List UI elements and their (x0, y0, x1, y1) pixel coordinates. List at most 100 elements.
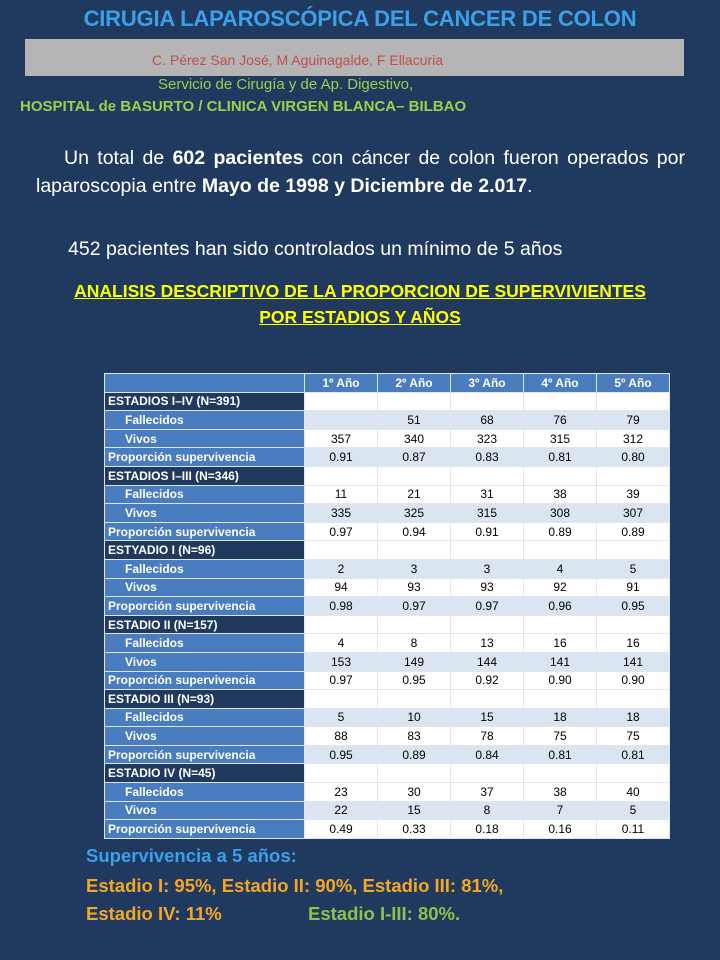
value-cell: 88 (304, 726, 378, 746)
value-cell: 0.18 (450, 819, 524, 839)
value-cell: 38 (523, 484, 597, 505)
group-empty-cell (377, 689, 451, 709)
value-cell: 0.49 (304, 819, 378, 839)
value-cell: 0.96 (523, 596, 597, 616)
value-cell: 0.97 (304, 521, 378, 542)
group-empty-cell (377, 763, 451, 784)
value-cell: 11 (304, 484, 378, 505)
row-label-cell: Proporción supervivencia (104, 447, 305, 467)
row-label-cell: Fallecidos (104, 707, 305, 728)
intro-text-3: . (527, 175, 533, 197)
fallecidos-row: Fallecidos 51 68 76 79 (104, 410, 670, 430)
vivos-row: Vivos 22 15 8 7 5 (104, 800, 670, 821)
table-group-row: ESTADIOS I–IV (N=391) (104, 391, 670, 412)
value-cell: 8 (377, 633, 451, 653)
value-cell: 92 (523, 577, 597, 598)
proporcion-row: Proporción supervivencia 0.49 0.33 0.18 0.16… (104, 819, 670, 839)
header-cell: 4º Año (523, 373, 597, 393)
fallecidos-row: Fallecidos 2 3 3 4 5 (104, 558, 670, 579)
row-label-cell: Fallecidos (104, 558, 305, 579)
group-empty-cell (596, 689, 670, 709)
value-cell: 10 (377, 707, 451, 728)
group-empty-cell (377, 465, 451, 486)
group-empty-cell (377, 391, 451, 412)
vivos-row: Vivos 153 149 144 141 141 (104, 651, 670, 672)
value-cell: 7 (523, 800, 597, 821)
value-cell: 0.97 (450, 596, 524, 616)
value-cell: 21 (377, 484, 451, 505)
fallecidos-row: Fallecidos 23 30 37 38 40 (104, 782, 670, 802)
row-label-cell: Fallecidos (104, 484, 305, 505)
value-cell: 8 (450, 800, 524, 821)
value-cell: 0.95 (596, 596, 670, 616)
value-cell: 335 (304, 503, 378, 523)
group-title-cell: ESTADIO II (N=157) (104, 614, 305, 635)
group-empty-cell (304, 614, 378, 635)
value-cell: 0.89 (596, 521, 670, 542)
table-group-row: ESTADIOS I–III (N=346) (104, 465, 670, 486)
value-cell: 0.33 (377, 819, 451, 839)
row-label-cell: Fallecidos (104, 782, 305, 802)
value-cell: 93 (450, 577, 524, 598)
analysis-heading-line-2: POR ESTADIOS Y AÑOS (259, 307, 461, 327)
group-empty-cell (304, 763, 378, 784)
group-title-cell: ESTADIO III (N=93) (104, 689, 305, 709)
value-cell: 18 (596, 707, 670, 728)
intro-date-range: Mayo de 1998 y Diciembre de 2.017 (201, 175, 528, 197)
value-cell: 40 (596, 782, 670, 802)
value-cell: 4 (523, 558, 597, 579)
group-title-cell: ESTADIOS I–III (N=346) (104, 465, 305, 486)
proporcion-row: Proporción supervivencia 0.97 0.95 0.92 0.90… (104, 670, 670, 691)
group-empty-cell (304, 689, 378, 709)
value-cell: 149 (377, 651, 451, 672)
value-cell: 0.81 (523, 447, 597, 467)
summary-stage-i-iii: Estadio I-III: 80%. (308, 903, 461, 924)
value-cell: 68 (450, 410, 524, 430)
value-cell: 15 (377, 800, 451, 821)
value-cell: 18 (523, 707, 597, 728)
group-empty-cell (450, 391, 524, 412)
summary-line-2: Estadio I: 95%, Estadio II: 90%, Estadio… (86, 875, 504, 896)
value-cell: 315 (523, 428, 597, 449)
value-cell: 323 (450, 428, 524, 449)
row-label-cell: Proporción supervivencia (104, 670, 305, 691)
controlled-patients: 452 pacientes han sido controlados un mí… (68, 238, 563, 260)
hospital: HOSPITAL de BASURTO / CLINICA VIRGEN BLA… (20, 98, 467, 115)
row-label-cell: Proporción supervivencia (104, 596, 305, 616)
value-cell: 0.81 (523, 744, 597, 765)
value-cell: 0.90 (596, 670, 670, 691)
value-cell: 0.91 (450, 521, 524, 542)
value-cell: 31 (450, 484, 524, 505)
group-empty-cell (523, 689, 597, 709)
group-empty-cell (523, 614, 597, 635)
intro-patient-count: 602 pacientes (172, 147, 304, 169)
value-cell: 307 (596, 503, 670, 523)
authors: C. Pérez San José, M Aguinagalde, F Ella… (152, 52, 444, 68)
value-cell: 325 (377, 503, 451, 523)
value-cell: 37 (450, 782, 524, 802)
group-empty-cell (596, 540, 670, 560)
value-cell: 51 (377, 410, 451, 430)
vivos-row: Vivos 357 340 323 315 312 (104, 428, 670, 449)
group-empty-cell (450, 540, 524, 560)
value-cell: 79 (596, 410, 670, 430)
value-cell: 16 (523, 633, 597, 653)
group-empty-cell (596, 465, 670, 486)
value-cell: 312 (596, 428, 670, 449)
group-empty-cell (377, 614, 451, 635)
proporcion-row: Proporción supervivencia 0.97 0.94 0.91 0.89… (104, 521, 670, 542)
value-cell: 357 (304, 428, 378, 449)
group-empty-cell (596, 614, 670, 635)
value-cell: 0.81 (596, 744, 670, 765)
value-cell: 75 (523, 726, 597, 746)
value-cell: 0.97 (377, 596, 451, 616)
value-cell: 23 (304, 782, 378, 802)
row-label-cell: Vivos (104, 651, 305, 672)
value-cell: 83 (377, 726, 451, 746)
value-cell: 22 (304, 800, 378, 821)
value-cell: 0.89 (377, 744, 451, 765)
value-cell: 0.98 (304, 596, 378, 616)
group-empty-cell (377, 540, 451, 560)
row-label-cell: Vivos (104, 726, 305, 746)
group-empty-cell (523, 465, 597, 486)
